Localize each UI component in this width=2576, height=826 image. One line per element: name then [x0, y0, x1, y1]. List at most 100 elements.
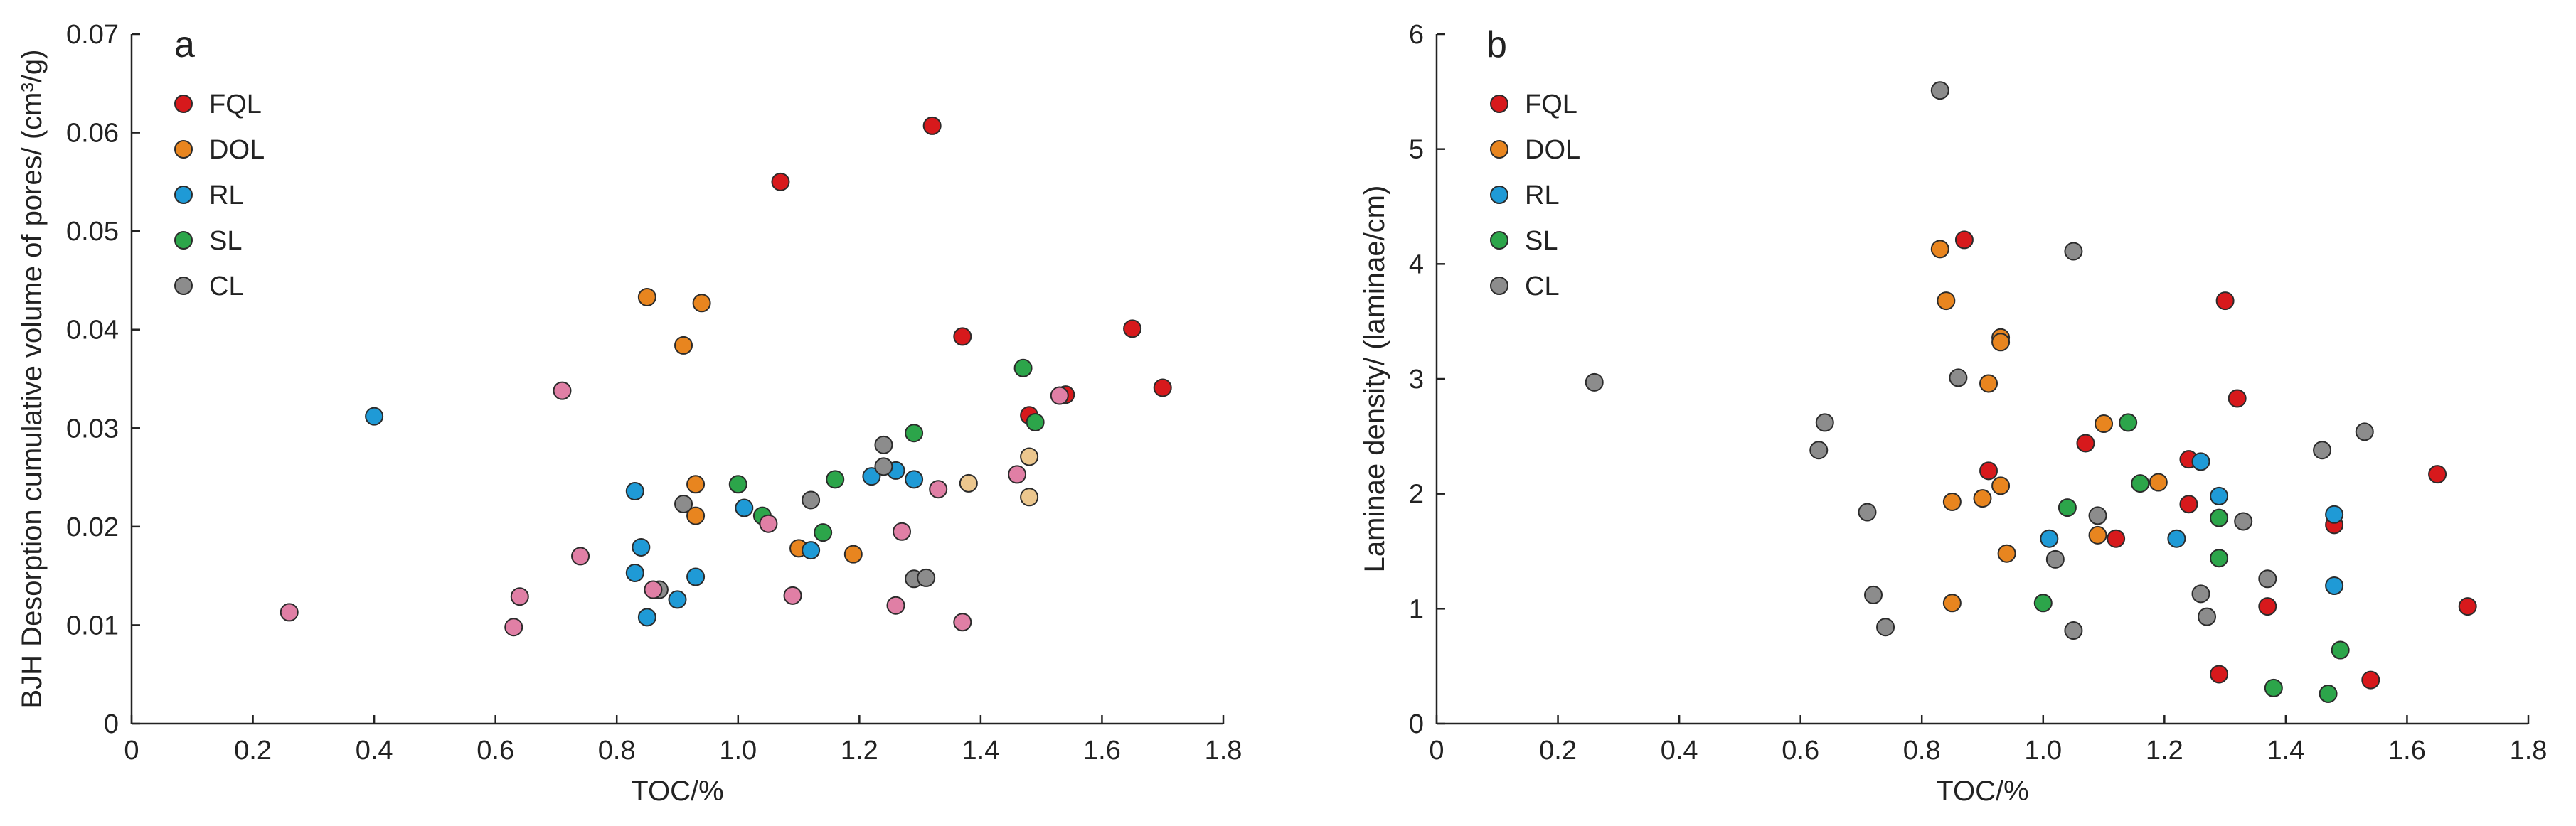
data-point: [2355, 422, 2374, 441]
legend-label: DOL: [1525, 135, 1580, 165]
x-tick-label: 0.4: [356, 736, 393, 766]
legend-marker: [174, 277, 193, 295]
data-point: [905, 470, 924, 489]
x-tick-label: 0.2: [1539, 736, 1577, 766]
data-point: [1585, 372, 1604, 392]
legend-label: SL: [209, 226, 242, 256]
data-point: [728, 475, 747, 494]
series-rl: [2040, 452, 2344, 595]
data-point: [1997, 544, 2016, 563]
data-point: [874, 435, 893, 454]
y-tick-label: 4: [1409, 250, 1424, 279]
x-tick-label: 0: [124, 736, 139, 766]
data-point: [2058, 498, 2077, 517]
data-point: [686, 567, 706, 586]
data-point: [1020, 488, 1039, 507]
data-point: [2191, 584, 2210, 604]
data-point: [686, 475, 706, 494]
data-point: [1815, 413, 1834, 432]
y-tick-label: 2: [1409, 480, 1424, 510]
data-point: [2210, 508, 2229, 527]
legend-marker: [174, 140, 193, 159]
data-point: [2064, 621, 2083, 640]
series-sl: [2033, 413, 2350, 703]
x-tick-label: 1.4: [962, 736, 999, 766]
data-point: [1942, 594, 1962, 613]
y-axis-title: Laminae density/ (laminae/cm): [1359, 186, 1390, 573]
legend-label: SL: [1525, 226, 1558, 256]
y-tick-label: 0.01: [66, 611, 119, 640]
y-tick-label: 6: [1409, 20, 1424, 50]
x-tick-label: 0.4: [1661, 736, 1698, 766]
data-point: [2064, 242, 2083, 261]
data-point: [2428, 465, 2447, 484]
data-point: [2095, 414, 2114, 434]
data-point: [2325, 505, 2344, 524]
y-axis-title: BJH Desorption cumulative volume of pore…: [16, 50, 48, 709]
data-point: [771, 172, 790, 191]
data-point: [2234, 512, 2253, 531]
series-cl: [1585, 81, 2374, 640]
y-tick-label: 3: [1409, 365, 1424, 395]
data-point: [365, 407, 384, 426]
x-tick-label: 0.6: [1782, 736, 1819, 766]
legend-marker: [1490, 140, 1508, 159]
data-point: [668, 590, 687, 609]
data-point: [2149, 473, 2168, 492]
data-point: [1020, 447, 1039, 466]
data-point: [2167, 529, 2186, 548]
data-point: [1973, 489, 1992, 508]
x-tick-label: 1.6: [2388, 736, 2426, 766]
series-tan: [959, 447, 1039, 507]
data-point: [2210, 486, 2229, 505]
data-point: [2458, 597, 2477, 616]
legend-label: FQL: [209, 90, 262, 119]
data-point: [637, 608, 656, 627]
data-point: [2313, 441, 2332, 460]
data-point: [1979, 374, 1998, 393]
data-point: [571, 547, 590, 566]
x-axis-title: TOC/%: [1936, 776, 2028, 807]
panel-letter: b: [1486, 24, 1507, 65]
data-point: [905, 424, 924, 443]
series-dol: [637, 287, 863, 564]
data-point: [826, 470, 845, 489]
data-point: [953, 613, 972, 632]
legend-label: CL: [209, 272, 244, 301]
data-point: [625, 563, 644, 582]
series-rl: [365, 407, 924, 627]
x-tick-label: 1.4: [2267, 736, 2304, 766]
legend-label: RL: [1525, 181, 1560, 210]
legend-label: CL: [1525, 272, 1560, 301]
data-point: [2045, 549, 2065, 569]
data-point: [2258, 597, 2277, 616]
data-point: [2258, 569, 2277, 589]
data-point: [874, 457, 893, 476]
data-point: [802, 490, 821, 510]
y-tick-label: 0.07: [66, 20, 119, 50]
data-point: [953, 327, 972, 346]
data-point: [2228, 389, 2247, 408]
data-point: [504, 618, 523, 637]
data-point: [2040, 529, 2059, 548]
y-tick-label: 0.04: [66, 316, 119, 345]
legend-marker: [1490, 95, 1508, 113]
data-point: [674, 494, 693, 513]
data-point: [2107, 529, 2126, 548]
x-tick-label: 0.2: [234, 736, 272, 766]
legend-label: FQL: [1525, 90, 1577, 119]
y-tick-label: 0: [104, 709, 119, 739]
data-point: [625, 481, 644, 500]
data-point: [510, 587, 529, 606]
data-point: [632, 537, 651, 557]
data-point: [553, 381, 572, 400]
data-point: [1930, 81, 1949, 100]
data-point: [759, 514, 778, 533]
data-point: [959, 473, 978, 493]
data-point: [886, 596, 905, 615]
series-fql: [771, 116, 1172, 425]
legend-marker: [174, 231, 193, 250]
x-tick-label: 1.8: [1205, 736, 1242, 766]
data-point: [1864, 585, 1883, 604]
